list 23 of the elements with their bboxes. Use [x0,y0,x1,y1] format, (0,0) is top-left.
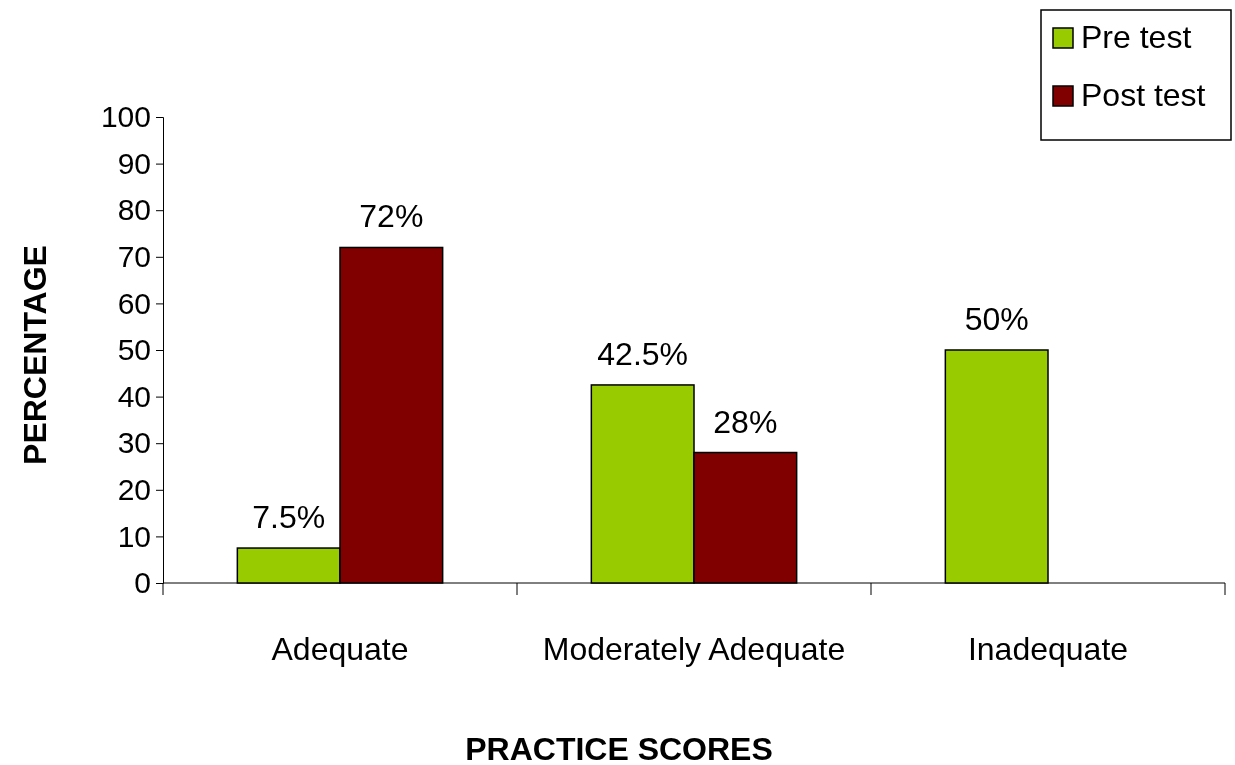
x-axis-title: PRACTICE SCORES [465,731,773,765]
y-tick-label: 50 [117,333,151,367]
data-label: 50% [964,301,1029,337]
data-label: 72% [359,198,424,235]
y-tick-label: 40 [117,379,151,413]
y-tick-label: 30 [117,426,151,460]
legend-label: Post test [1081,77,1206,113]
y-tick-label: 80 [117,193,151,227]
y-tick-label: 70 [117,239,151,273]
y-tick-label: 0 [134,566,151,600]
data-label: 42.5% [597,335,689,372]
x-tick-label: Adequate [271,631,409,667]
x-tick-label: Inadequate [967,631,1129,667]
y-tick-label: 60 [117,286,151,320]
y-tick-label: 10 [117,519,151,553]
y-tick-label: 20 [117,472,151,506]
data-label: 28% [713,403,778,440]
y-tick-label: 100 [100,100,151,134]
y-axis-title: PERCENTAGE [17,245,53,465]
legend-label: Pre test [1081,19,1192,55]
data-label: 7.5% [252,499,326,536]
x-tick-label: Moderately Adequate [542,631,846,667]
y-tick-label: 90 [117,146,151,180]
